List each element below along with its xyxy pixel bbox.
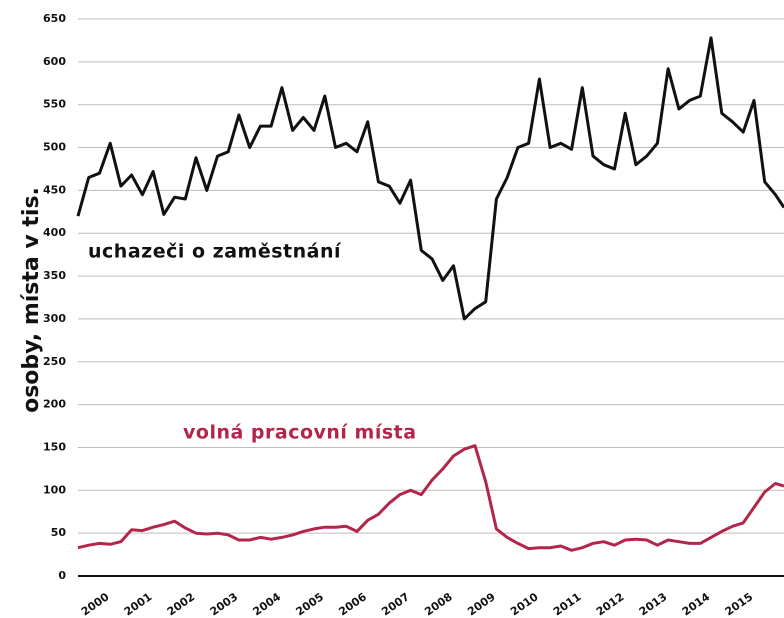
- y-tick-label: 0: [58, 569, 66, 582]
- y-tick-label: 650: [43, 12, 66, 25]
- x-tick-label: 2006: [336, 590, 369, 618]
- y-axis-label: osoby, místa v tis.: [19, 187, 44, 413]
- y-tick-label: 150: [43, 440, 66, 453]
- x-tick-label: 2013: [637, 590, 670, 618]
- x-tick-label: 2007: [379, 590, 412, 618]
- y-tick-label: 250: [43, 355, 66, 368]
- y-tick-label: 100: [43, 483, 66, 496]
- y-tick-label: 200: [43, 398, 66, 411]
- y-tick-label: 50: [51, 526, 67, 539]
- y-tick-label: 350: [43, 269, 66, 282]
- x-tick-label: 2005: [293, 590, 326, 618]
- x-tick-label: 2015: [723, 590, 756, 618]
- y-tick-label: 550: [43, 98, 66, 111]
- series-label: volná pracovní místa: [183, 422, 417, 444]
- x-tick-label: 2011: [551, 590, 584, 618]
- series-label: uchazeči o zaměstnání: [88, 241, 342, 263]
- y-tick-label: 450: [43, 183, 66, 196]
- x-tick-label: 2014: [680, 590, 713, 618]
- x-tick-label: 2000: [79, 590, 112, 618]
- x-tick-label: 2004: [251, 590, 284, 618]
- y-tick-label: 400: [43, 226, 66, 239]
- x-tick-label: 2012: [594, 590, 627, 618]
- series-line: [76, 36, 784, 321]
- y-tick-label: 500: [43, 141, 66, 154]
- x-tick-label: 2010: [508, 590, 541, 618]
- x-tick-label: 2002: [165, 590, 198, 618]
- x-tick-label: 2008: [422, 590, 455, 618]
- y-tick-label: 300: [43, 312, 66, 325]
- x-tick-label: 2009: [465, 590, 498, 618]
- series-line: [77, 444, 784, 552]
- x-tick-label: 2001: [122, 590, 155, 618]
- y-tick-label: 600: [43, 55, 66, 68]
- x-tick-label: 2003: [208, 590, 241, 618]
